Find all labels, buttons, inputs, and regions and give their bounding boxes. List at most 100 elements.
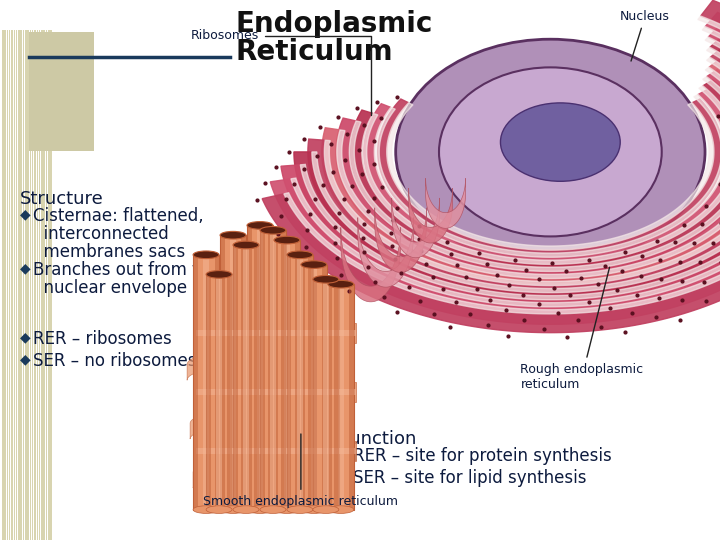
Bar [274,240,300,510]
Bar [260,230,286,510]
Bar [297,255,303,510]
Text: SER – no ribosomes: SER – no ribosomes [33,352,197,370]
Polygon shape [341,227,400,302]
Polygon shape [280,415,322,439]
Polygon shape [349,77,720,272]
Bar [196,441,356,461]
Bar [282,230,286,510]
Ellipse shape [220,506,246,514]
Ellipse shape [328,506,354,514]
Polygon shape [262,1,720,333]
Text: SER – site for lipid synthesis: SER – site for lipid synthesis [353,469,587,487]
Text: Branches out from the: Branches out from the [33,261,220,279]
Bar [287,255,313,510]
Polygon shape [336,70,720,282]
Text: Structure: Structure [20,190,104,208]
Polygon shape [190,415,232,439]
Ellipse shape [287,251,313,259]
Bar [269,225,273,510]
Ellipse shape [233,241,259,249]
Text: nuclear envelope: nuclear envelope [33,279,187,297]
Bar [334,279,339,510]
Text: Ribosomes: Ribosomes [191,29,371,115]
Ellipse shape [500,103,620,181]
Text: ◆: ◆ [20,207,31,221]
Polygon shape [409,188,453,243]
Polygon shape [238,465,274,488]
Bar [203,255,210,510]
Ellipse shape [439,68,662,237]
Polygon shape [187,355,235,380]
Bar [2,30,4,540]
Polygon shape [374,208,427,273]
Text: Function: Function [340,430,416,448]
Bar [196,389,356,395]
Polygon shape [350,80,720,274]
Polygon shape [426,178,466,228]
Bar [215,255,219,510]
Bar [247,225,273,510]
Ellipse shape [233,506,259,514]
Polygon shape [392,198,440,258]
Bar [18,30,19,540]
Ellipse shape [247,221,273,229]
Bar [37,30,38,540]
Bar [228,274,232,510]
Ellipse shape [206,271,232,278]
Text: Cisternae: flattened,: Cisternae: flattened, [33,207,204,225]
Bar [39,30,40,540]
Ellipse shape [301,506,327,514]
Bar [193,255,198,510]
Bar [45,30,48,540]
Polygon shape [277,355,325,380]
Bar [241,235,246,510]
Text: ◆: ◆ [20,352,31,366]
Polygon shape [308,48,720,299]
Polygon shape [387,103,714,250]
Text: ◆: ◆ [20,261,31,275]
Polygon shape [281,24,720,316]
Text: ◆: ◆ [20,330,31,344]
Bar [16,30,17,540]
Polygon shape [361,86,720,265]
Bar [6,30,8,540]
Bar [308,255,313,510]
Polygon shape [358,218,414,287]
Polygon shape [294,36,720,308]
Polygon shape [312,48,720,293]
Bar [196,323,356,343]
Bar [27,30,29,540]
Text: RER – ribosomes: RER – ribosomes [33,330,172,348]
Bar [29,32,94,151]
Bar [206,274,232,510]
Bar [270,230,276,510]
Bar [247,225,251,510]
Text: Reticulum: Reticulum [235,38,393,66]
Bar [260,230,264,510]
Text: ◆: ◆ [340,469,351,483]
Ellipse shape [287,506,313,514]
Bar [328,284,333,510]
Ellipse shape [260,226,286,234]
Text: ◆: ◆ [340,447,351,461]
Bar [9,30,10,540]
Polygon shape [193,465,229,488]
Text: Nucleus: Nucleus [620,10,670,61]
Bar [295,240,300,510]
Bar [243,245,249,510]
Ellipse shape [396,39,705,265]
Ellipse shape [313,275,339,283]
Bar [349,284,354,510]
Polygon shape [232,355,280,380]
Bar [43,30,45,540]
Bar [12,30,13,540]
Bar [41,30,42,540]
Polygon shape [300,37,720,300]
Bar [196,330,356,336]
Bar [32,30,33,540]
Polygon shape [337,67,720,279]
Bar [50,30,52,540]
Bar [323,265,327,510]
Bar [48,30,50,540]
Bar [14,30,15,540]
